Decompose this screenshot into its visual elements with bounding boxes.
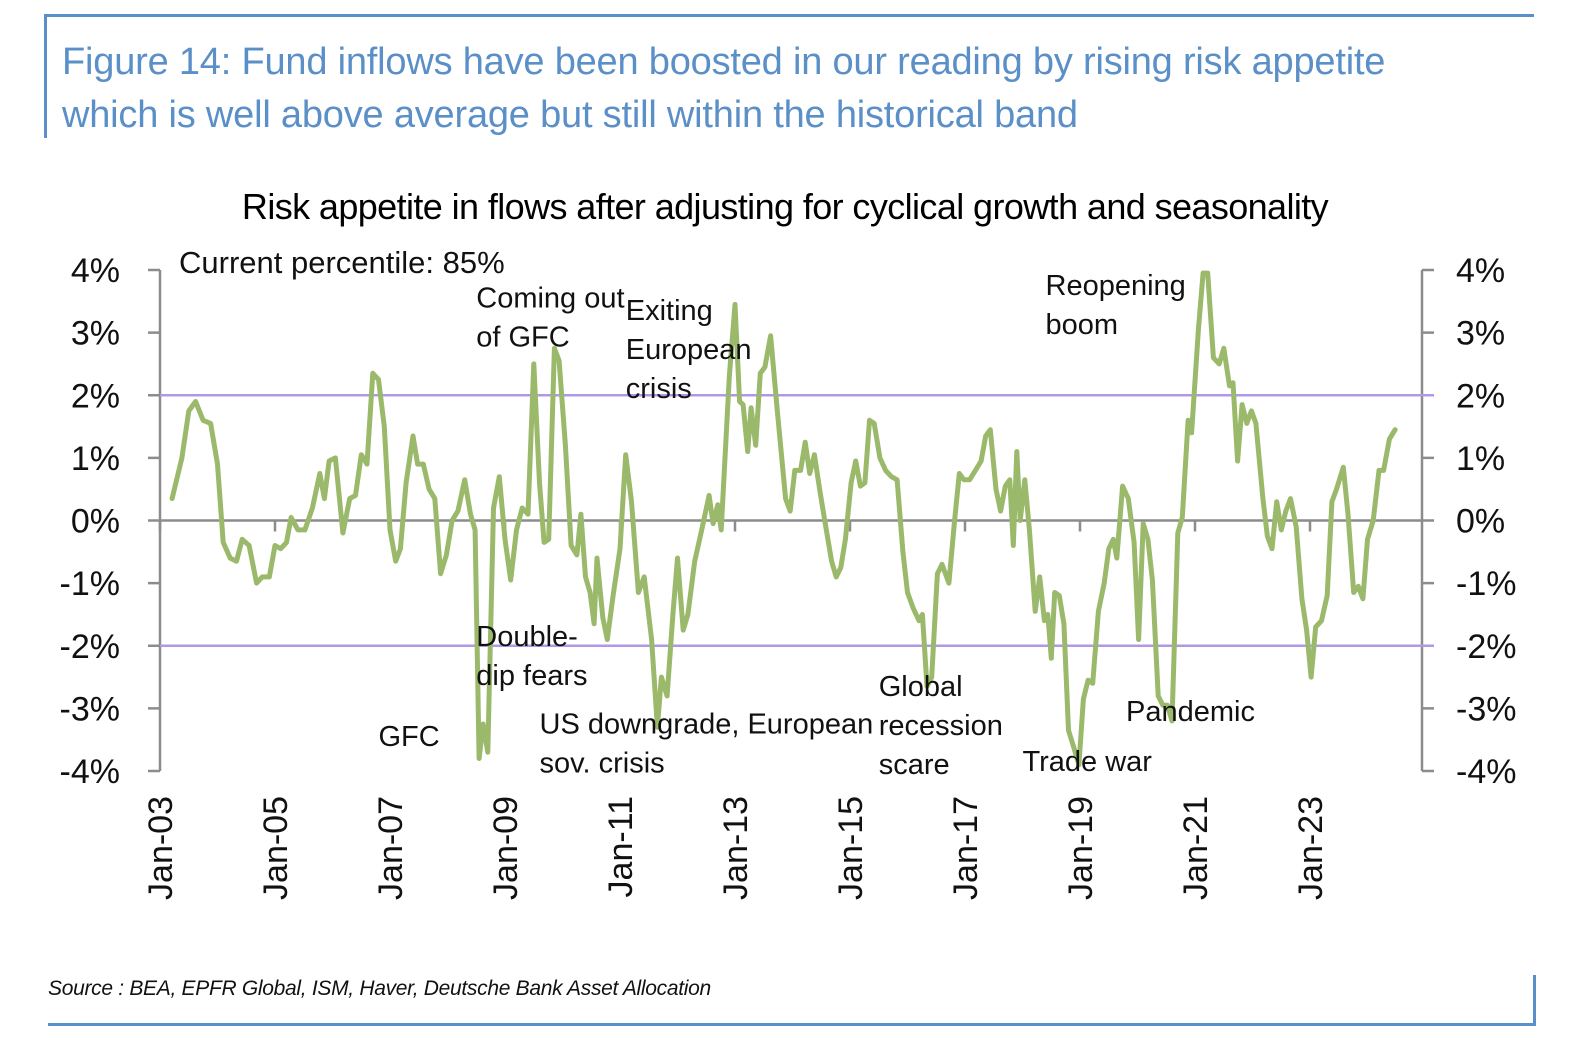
left-y-tick-label: -1% <box>60 565 120 603</box>
annotation: GFC <box>379 721 440 753</box>
figure-frame-top <box>44 14 1534 17</box>
annotation-text: boom <box>1046 309 1119 341</box>
x-tick-label: Jan-21 <box>1177 796 1215 900</box>
figure-frame-left <box>44 14 47 138</box>
current-percentile-note: Current percentile: 85% <box>179 245 505 280</box>
annotation-text: scare <box>879 749 950 781</box>
annotation-text: Pandemic <box>1126 696 1255 728</box>
right-y-tick-label: 1% <box>1456 440 1505 478</box>
right-y-tick-label: -2% <box>1456 628 1516 666</box>
annotation-text: Double- <box>476 621 578 653</box>
right-y-tick-label: -1% <box>1456 565 1516 603</box>
annotation-text: recession <box>879 710 1003 742</box>
x-tick-label: Jan-17 <box>947 796 985 900</box>
right-y-tick-label: 4% <box>1456 252 1505 290</box>
annotation: US downgrade, European sov. crisis <box>540 708 874 779</box>
source-note: Source : BEA, EPFR Global, ISM, Haver, D… <box>48 977 711 1000</box>
annotation: Pandemic <box>1126 696 1255 728</box>
series-layer <box>169 270 1398 768</box>
right-y-tick-label: 0% <box>1456 503 1505 541</box>
x-tick-label: Jan-05 <box>257 796 295 900</box>
annotation: Global recession scare <box>879 671 1003 781</box>
left-y-tick-label: -3% <box>60 690 120 728</box>
annotation-text: sov. crisis <box>540 747 665 779</box>
left-y-tick-label: 2% <box>71 377 120 415</box>
left-y-tick-label: 1% <box>71 440 120 478</box>
annotation-text: Reopening <box>1046 270 1186 302</box>
annotation-text: dip fears <box>476 660 587 692</box>
annotation: Exiting European crisis <box>626 295 752 405</box>
chart-title: Risk appetite in flows after adjusting f… <box>241 186 1329 227</box>
x-tick-label: Jan-19 <box>1062 796 1100 900</box>
right-y-tick-label: 3% <box>1456 315 1505 353</box>
annotation-text: European <box>626 334 752 366</box>
right-y-tick-label: -4% <box>1456 753 1516 791</box>
annotation: Coming out of GFC <box>476 283 624 354</box>
series-line <box>169 270 1398 768</box>
left-y-tick-label: 4% <box>71 252 120 290</box>
figure-frame-bottom <box>48 1023 1536 1026</box>
annotation-text: Global <box>879 671 963 703</box>
figure-title-line-1: Figure 14: Fund inflows have been booste… <box>62 41 1386 83</box>
left-y-tick-label: 3% <box>71 315 120 353</box>
x-tick-label: Jan-03 <box>142 796 180 900</box>
annotation: Double-dip fears <box>476 621 587 692</box>
left-y-tick-label: -2% <box>60 628 120 666</box>
left-y-tick-label: -4% <box>60 753 120 791</box>
figure-title: Figure 14: Fund inflows have been booste… <box>62 36 1542 142</box>
x-tick-label: Jan-07 <box>372 796 410 900</box>
annotation-text: Exiting <box>626 295 713 327</box>
annotations: Current percentile: 85%Coming out of GFC E… <box>179 245 1255 781</box>
annotation: Trade war <box>1023 746 1153 778</box>
axes <box>148 268 1434 773</box>
left-y-tick-label: 0% <box>71 503 120 541</box>
right-y-tick-label: -3% <box>1456 690 1516 728</box>
x-tick-label: Jan-09 <box>487 796 525 900</box>
figure-title-line-2: which is well above average but still wi… <box>62 94 1078 136</box>
chart: 4% 4% 3% 3% 2% 2% 1% 1% 0% 0% -1% -1% -2% -2% -3% -3% -4… <box>60 245 1517 900</box>
annotation-text: of GFC <box>476 322 569 354</box>
annotation-text: Trade war <box>1023 746 1153 778</box>
annotation-text: US downgrade, European <box>540 708 874 740</box>
x-tick-label: Jan-13 <box>717 796 755 900</box>
annotation-text: Coming out <box>476 283 624 315</box>
annotation: Reopening boom <box>1046 270 1186 341</box>
tick-labels: 4% 4% 3% 3% 2% 2% 1% 1% 0% 0% -1% -1% -2% -2% -3% -3% -4… <box>60 252 1517 900</box>
right-y-tick-label: 2% <box>1456 377 1505 415</box>
x-tick-label: Jan-11 <box>602 796 640 897</box>
x-tick-label: Jan-23 <box>1292 796 1330 900</box>
annotation-text: GFC <box>379 721 440 753</box>
figure-frame-right <box>1533 975 1536 1026</box>
annotation-text: crisis <box>626 373 692 405</box>
x-tick-label: Jan-15 <box>832 796 870 900</box>
